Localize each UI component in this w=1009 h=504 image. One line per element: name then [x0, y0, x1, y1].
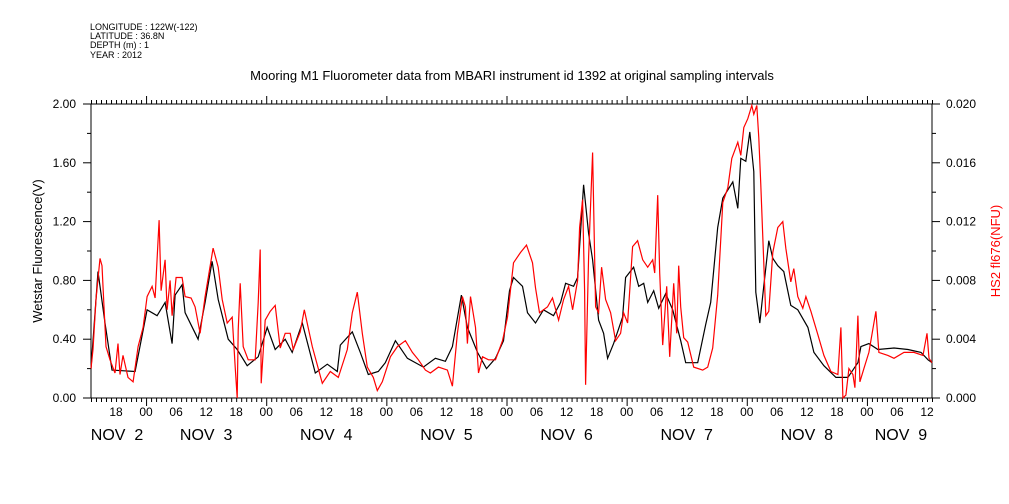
x-day-label: NOV 7: [660, 427, 713, 444]
plot-frame: [90, 103, 933, 399]
y-tick-label-right: 0.004: [946, 332, 976, 346]
series-hs2-fl676-line: [90, 103, 933, 400]
y-tick-label-left: 0.40: [53, 332, 77, 346]
series-group: [90, 103, 933, 400]
x-hour-tick-label: 18: [830, 405, 844, 419]
header-depth: DEPTH (m) : 1: [90, 40, 149, 50]
x-hour-tick-label: 06: [770, 405, 784, 419]
x-day-label: NOV 5: [420, 427, 473, 444]
x-hour-tick-label: 00: [620, 405, 634, 419]
x-hour-tick-label: 06: [530, 405, 544, 419]
y-axis-right-label: HS2 fl676(NFU): [988, 205, 1003, 297]
x-day-label: NOV 6: [540, 427, 593, 444]
x-hour-tick-label: 18: [350, 405, 364, 419]
x-hour-tick-label: 00: [500, 405, 514, 419]
header-year: YEAR : 2012: [90, 50, 142, 60]
header-longitude: LONGITUDE : 122W(-122): [90, 22, 198, 32]
x-hour-tick-label: 00: [860, 405, 874, 419]
x-hour-tick-label: 12: [560, 405, 574, 419]
series-wetstar-fluorescence-line: [90, 131, 933, 378]
header-latitude: LATITUDE : 36.8N: [90, 31, 164, 41]
x-day-label: NOV 4: [300, 427, 353, 444]
x-hour-tick-label: 18: [109, 405, 123, 419]
y-tick-label-right: 0.008: [946, 273, 976, 287]
x-hour-tick-label: 12: [199, 405, 213, 419]
chart-title: Mooring M1 Fluorometer data from MBARI i…: [250, 68, 774, 83]
y-tick-label-left: 1.60: [53, 156, 77, 170]
x-hour-tick-label: 12: [680, 405, 694, 419]
x-hour-tick-label: 18: [470, 405, 484, 419]
header-info: LONGITUDE : 122W(-122) LATITUDE : 36.8N …: [90, 22, 198, 60]
y-tick-label-right: 0.012: [946, 215, 976, 229]
y-tick-label-left: 0.80: [53, 273, 77, 287]
y-axis-left-label: Wetstar Fluorescence(V): [30, 179, 45, 323]
x-hour-tick-label: 12: [320, 405, 334, 419]
y-tick-label-right: 0.000: [946, 391, 976, 405]
x-day-label: NOV 8: [781, 427, 834, 444]
y-tick-label-left: 0.00: [53, 391, 77, 405]
x-hour-tick-label: 06: [650, 405, 664, 419]
x-hour-tick-label: 12: [800, 405, 814, 419]
y-tick-label-right: 0.020: [946, 97, 976, 111]
x-hour-tick-label: 06: [890, 405, 904, 419]
x-hour-tick-label: 00: [740, 405, 754, 419]
x-hour-tick-label: 12: [440, 405, 454, 419]
x-day-label: NOV 2: [91, 427, 144, 444]
x-hour-tick-label: 06: [290, 405, 304, 419]
y-tick-label-right: 0.016: [946, 156, 976, 170]
x-hour-tick-label: 00: [380, 405, 394, 419]
x-hour-tick-label: 00: [139, 405, 153, 419]
x-hour-tick-label: 00: [260, 405, 274, 419]
x-hour-tick-label: 12: [920, 405, 934, 419]
x-day-label: NOV 3: [180, 427, 233, 444]
x-hour-tick-label: 06: [410, 405, 424, 419]
y-tick-label-left: 1.20: [53, 215, 77, 229]
x-hour-tick-label: 18: [590, 405, 604, 419]
x-day-label: NOV 9: [875, 427, 928, 444]
y-tick-label-left: 2.00: [53, 97, 77, 111]
x-hour-tick-label: 18: [229, 405, 243, 419]
axes: 18 00 06 12 18 00 06 12 18 00 06 12 18 00 06 12 18 00 06 12…: [53, 96, 976, 444]
x-hour-tick-label: 06: [169, 405, 183, 419]
x-hour-tick-label: 18: [710, 405, 724, 419]
